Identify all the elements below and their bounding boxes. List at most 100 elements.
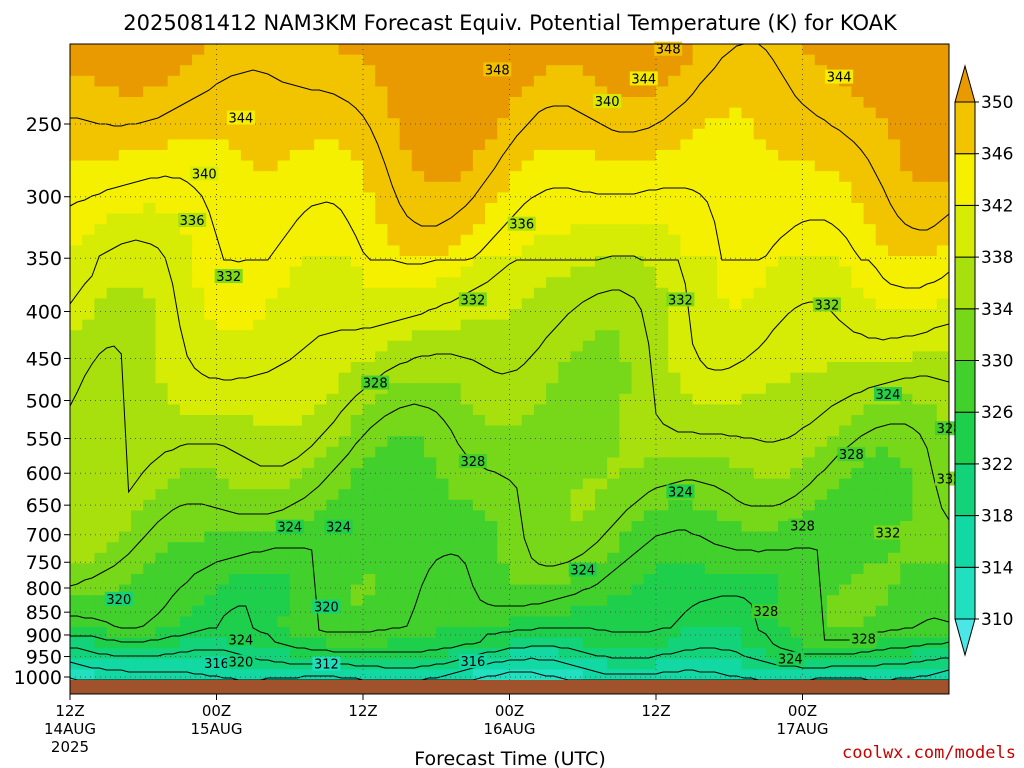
field-cell (509, 605, 523, 617)
field-cell (643, 627, 657, 639)
contour-label: 324 (229, 633, 254, 648)
field-cell (448, 86, 462, 98)
field-cell (216, 404, 230, 416)
field-cell (875, 86, 889, 98)
field-cell (668, 468, 682, 480)
field-cell (363, 669, 376, 681)
field-cell (863, 181, 877, 193)
field-cell (875, 277, 889, 289)
field-cell (118, 266, 132, 278)
field-cell (900, 531, 913, 543)
field-cell (460, 574, 474, 586)
field-cell (265, 224, 279, 236)
field-cell (70, 224, 83, 236)
contour-label: 328 (460, 455, 485, 470)
field-cell (900, 118, 913, 130)
field-cell (106, 446, 120, 458)
field-cell (863, 65, 877, 77)
field-cell (790, 256, 804, 268)
field-cell (192, 669, 205, 681)
field-cell (399, 563, 413, 575)
field-cell (375, 468, 389, 480)
field-cell (375, 552, 389, 564)
field-cell (485, 563, 498, 575)
field-cell (863, 97, 877, 109)
field-cell (802, 97, 816, 109)
field-cell (375, 616, 389, 628)
field-cell (411, 171, 425, 183)
field-cell (741, 97, 755, 109)
field-cell (521, 478, 535, 490)
field-cell (326, 160, 340, 172)
field-cell (265, 118, 279, 130)
field-cell (399, 648, 413, 660)
ground-layer (70, 680, 949, 694)
field-cell (118, 203, 132, 215)
field-cell (155, 203, 169, 215)
field-cell (106, 160, 120, 172)
field-cell (399, 160, 413, 172)
field-cell (399, 287, 413, 299)
field-cell (192, 457, 205, 469)
field-cell (118, 552, 132, 564)
field-cell (411, 86, 425, 98)
field-cell (155, 213, 169, 225)
field-cell (692, 277, 706, 289)
field-cell (82, 584, 96, 596)
field-cell (460, 521, 474, 533)
field-cell (839, 457, 852, 469)
field-cell (497, 627, 511, 639)
field-cell (204, 65, 218, 77)
field-cell (326, 181, 340, 193)
field-cell (778, 574, 791, 586)
field-cell (472, 340, 486, 352)
field-cell (277, 75, 291, 87)
field-cell (619, 404, 633, 416)
field-cell (485, 404, 498, 416)
field-cell (131, 65, 144, 77)
field-cell (155, 298, 169, 310)
contour-label: 316 (460, 655, 485, 670)
field-cell (887, 150, 901, 162)
field-cell (411, 605, 425, 617)
field-cell (253, 637, 266, 649)
field-cell (692, 362, 706, 374)
field-cell (70, 605, 83, 617)
field-cell (912, 75, 926, 87)
field-cell (717, 107, 730, 119)
field-cell (900, 510, 913, 522)
field-cell (619, 181, 633, 193)
field-cell (70, 404, 83, 416)
field-cell (301, 552, 315, 564)
colorbar-label: 350 (981, 93, 1013, 113)
field-cell (607, 351, 620, 363)
field-cell (131, 542, 144, 554)
field-cell (167, 139, 181, 151)
field-cell (106, 468, 120, 480)
field-cell (814, 372, 828, 384)
field-cell (631, 319, 645, 331)
field-cell (472, 256, 486, 268)
field-cell (314, 637, 327, 649)
field-cell (558, 521, 572, 533)
field-cell (167, 436, 181, 448)
field-cell (375, 658, 389, 670)
field-cell (741, 54, 755, 66)
credit-text[interactable]: coolwx.com/models (842, 743, 1016, 763)
field-cell (363, 446, 376, 458)
field-cell (924, 287, 938, 299)
field-cell (668, 234, 682, 246)
field-cell (887, 563, 901, 575)
field-cell (765, 669, 779, 681)
field-cell (851, 584, 865, 596)
field-cell (814, 574, 828, 586)
field-cell (887, 245, 901, 257)
field-cell (607, 648, 620, 660)
field-cell (826, 425, 840, 437)
field-cell (680, 584, 694, 596)
field-cell (582, 605, 596, 617)
field-cell (802, 415, 816, 427)
field-cell (143, 150, 157, 162)
field-cell (790, 436, 804, 448)
field-cell (717, 234, 730, 246)
